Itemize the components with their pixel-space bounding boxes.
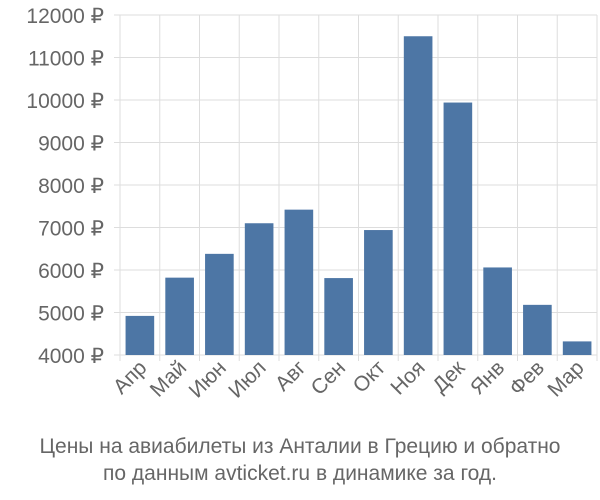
x-tick-label: Авг: [271, 356, 311, 396]
bar: [244, 223, 274, 355]
x-tick-label: Июн: [185, 356, 231, 402]
y-tick-label: 9000 ₽: [38, 133, 104, 156]
y-tick-label: 8000 ₽: [38, 175, 104, 198]
x-tick-label: Фев: [505, 356, 549, 400]
bar: [324, 278, 353, 355]
x-tick-label: Ноя: [386, 356, 429, 399]
bar: [284, 209, 314, 355]
y-tick-label: 10000 ₽: [26, 90, 104, 113]
bar: [364, 230, 393, 355]
bar: [443, 102, 473, 355]
x-tick-label: Сен: [307, 356, 350, 399]
x-tick-label: Май: [146, 356, 191, 401]
x-tick-label: Окт: [349, 356, 391, 398]
y-tick-label: 7000 ₽: [38, 218, 104, 241]
x-tick-label: Янв: [466, 356, 509, 399]
x-tick-label: Мар: [543, 356, 588, 401]
y-tick-label: 6000 ₽: [38, 260, 104, 283]
bar: [165, 277, 194, 355]
x-tick-label: Апр: [109, 356, 151, 398]
x-tick-label: Июл: [224, 356, 270, 402]
bar: [403, 36, 433, 355]
y-tick-label: 5000 ₽: [38, 303, 104, 326]
chart-caption-line-1: Цены на авиабилеты из Анталии в Грецию и…: [39, 435, 561, 458]
bar: [205, 253, 234, 355]
y-tick-label: 4000 ₽: [38, 345, 104, 368]
bar: [562, 341, 592, 355]
bar: [125, 315, 155, 355]
bar: [523, 304, 552, 355]
y-tick-label: 12000 ₽: [26, 5, 104, 28]
y-tick-label: 11000 ₽: [28, 48, 104, 71]
x-tick-label: Дек: [428, 356, 470, 398]
bar: [483, 267, 512, 355]
chart-caption-line-2: по данным avticket.ru в динамике за год.: [103, 462, 497, 485]
